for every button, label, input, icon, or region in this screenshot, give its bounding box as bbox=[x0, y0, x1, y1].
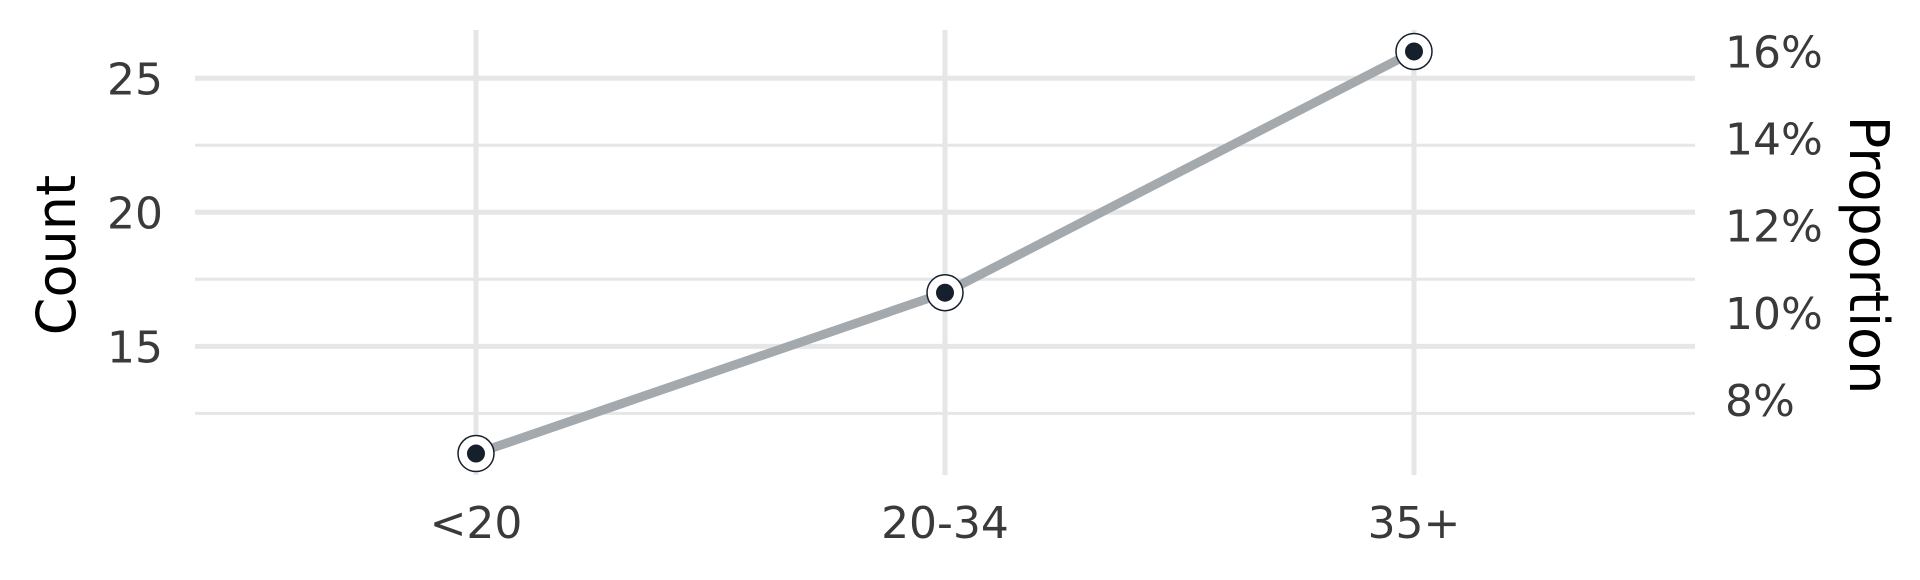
x-axis-ticks: <20 20-34 35+ bbox=[430, 498, 1461, 549]
y2-tick-label: 8% bbox=[1725, 376, 1795, 427]
data-point-markers bbox=[457, 32, 1433, 473]
gridlines bbox=[195, 30, 1695, 475]
y2-tick-label: 12% bbox=[1725, 202, 1823, 253]
y2-tick-label: 10% bbox=[1725, 289, 1823, 340]
y-axis-title: Count bbox=[25, 175, 88, 335]
y-tick-label: 20 bbox=[107, 188, 163, 239]
x-tick-label: 35+ bbox=[1368, 498, 1461, 549]
y2-axis-ticks: 8% 10% 12% 14% 16% bbox=[1725, 27, 1823, 426]
x-tick-label: <20 bbox=[430, 498, 523, 549]
y-tick-label: 15 bbox=[107, 322, 163, 373]
data-point-dot bbox=[1405, 42, 1423, 61]
y-tick-label: 25 bbox=[107, 54, 163, 105]
y2-axis-title: Proportion bbox=[1837, 116, 1900, 395]
data-point-dot bbox=[467, 444, 485, 463]
y-axis-ticks: 15 20 25 bbox=[107, 54, 163, 373]
data-point-20-34 bbox=[926, 273, 964, 312]
data-point-dot bbox=[936, 283, 954, 302]
data-point-<20 bbox=[457, 434, 495, 473]
y2-tick-label: 14% bbox=[1725, 115, 1823, 166]
y2-tick-label: 16% bbox=[1725, 27, 1823, 78]
data-point-35+ bbox=[1395, 32, 1433, 71]
x-tick-label: 20-34 bbox=[881, 498, 1009, 549]
